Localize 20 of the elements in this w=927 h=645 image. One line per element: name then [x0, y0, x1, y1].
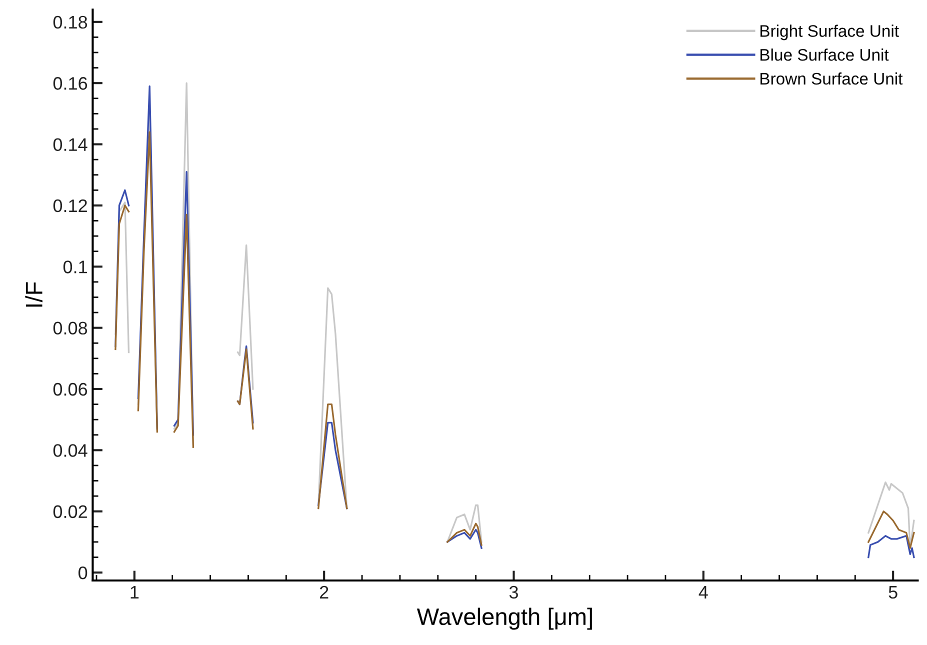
y-tick-label: 0.12 — [53, 199, 87, 212]
legend-label: Bright Surface Unit — [760, 24, 899, 40]
y-tick-label: 0.16 — [53, 77, 88, 90]
y-axis-title: I/F — [25, 282, 42, 307]
y-tick-label: 0 — [78, 566, 88, 580]
y-tick-label: 0.14 — [53, 138, 88, 151]
x-tick-label: 1 — [130, 586, 139, 598]
y-tick-label: 0.08 — [53, 322, 88, 335]
x-tick-label: 3 — [509, 586, 518, 599]
y-tick-label: 0.02 — [53, 505, 87, 518]
y-tick-label: 0.06 — [53, 382, 88, 396]
y-tick-label: 0.18 — [53, 16, 88, 29]
x-tick-label: 2 — [320, 586, 328, 598]
x-tick-label: 5 — [888, 586, 898, 599]
y-tick-label: 0.1 — [63, 260, 87, 274]
legend-label: Blue Surface Unit — [760, 48, 889, 61]
legend-label: Brown Surface Unit — [760, 72, 903, 85]
y-tick-label: 0.04 — [53, 444, 88, 457]
x-tick-label: 4 — [698, 586, 708, 598]
x-axis-title: Wavelength [μm] — [416, 608, 592, 630]
